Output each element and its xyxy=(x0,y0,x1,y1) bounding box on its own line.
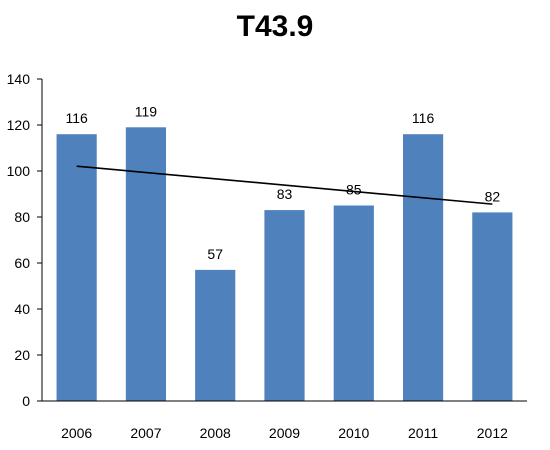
bar xyxy=(56,134,97,401)
bar xyxy=(125,127,167,402)
bar xyxy=(195,269,236,401)
y-tick-label: 100 xyxy=(7,163,31,179)
bar xyxy=(472,212,513,401)
data-label: 82 xyxy=(485,188,501,204)
data-label: 57 xyxy=(207,246,223,262)
data-label: 85 xyxy=(346,182,362,198)
y-tick-label: 20 xyxy=(14,347,30,363)
x-tick-label: 2011 xyxy=(408,425,438,441)
data-label: 116 xyxy=(412,110,435,126)
y-tick-label: 80 xyxy=(14,209,30,225)
y-tick-label: 140 xyxy=(7,71,31,87)
y-tick-label: 0 xyxy=(22,393,30,409)
x-tick-label: 2010 xyxy=(338,425,369,441)
y-tick-label: 120 xyxy=(7,117,31,133)
data-label: 119 xyxy=(135,103,158,119)
x-tick-label: 2007 xyxy=(130,425,161,441)
trendline xyxy=(76,165,493,205)
y-tick-label: 60 xyxy=(14,255,30,271)
bar xyxy=(264,210,305,401)
x-tick-label: 2009 xyxy=(269,425,300,441)
data-label: 116 xyxy=(65,110,88,126)
chart-title: T43.9 xyxy=(236,10,314,43)
x-tick-label: 2006 xyxy=(61,425,92,441)
bar xyxy=(402,134,444,401)
bar xyxy=(333,205,374,401)
x-tick-label: 2008 xyxy=(200,425,231,441)
data-label: 83 xyxy=(277,186,293,202)
x-tick-label: 2012 xyxy=(477,425,508,441)
y-tick-label: 40 xyxy=(14,301,30,317)
